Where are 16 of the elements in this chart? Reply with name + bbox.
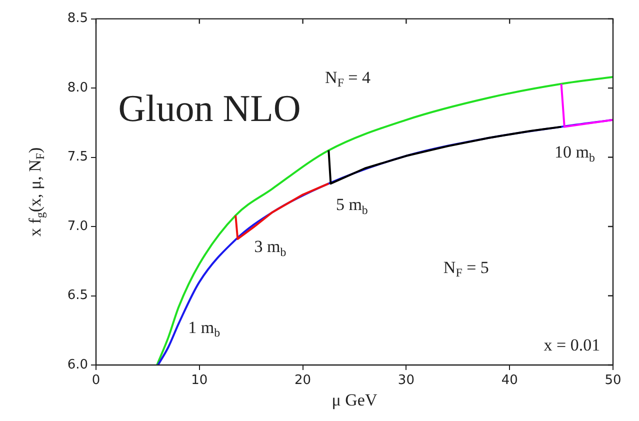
y-tick-label: 7.0	[67, 218, 88, 234]
x-tick-label: 10	[191, 373, 208, 388]
y-tick-label: 7.5	[67, 150, 88, 165]
y-axis-title: x fg(x, μ, NF)	[25, 147, 48, 236]
y-tick-label: 6.0	[67, 357, 88, 372]
x-tick-label: 20	[294, 373, 312, 388]
annotation: x = 0.01	[544, 335, 600, 354]
y-tick-label: 6.5	[67, 288, 88, 304]
x-tick-label: 50	[604, 373, 622, 388]
x-tick-label: 40	[501, 373, 518, 388]
x-axis-title: μ GeV	[332, 390, 378, 410]
x-tick-label: 0	[92, 373, 100, 388]
y-tick-label: 8.5	[67, 11, 88, 26]
x-tick-label: 30	[398, 373, 414, 388]
y-tick-label: 8.0	[67, 80, 88, 96]
annotation: Gluon NLO	[118, 88, 301, 130]
